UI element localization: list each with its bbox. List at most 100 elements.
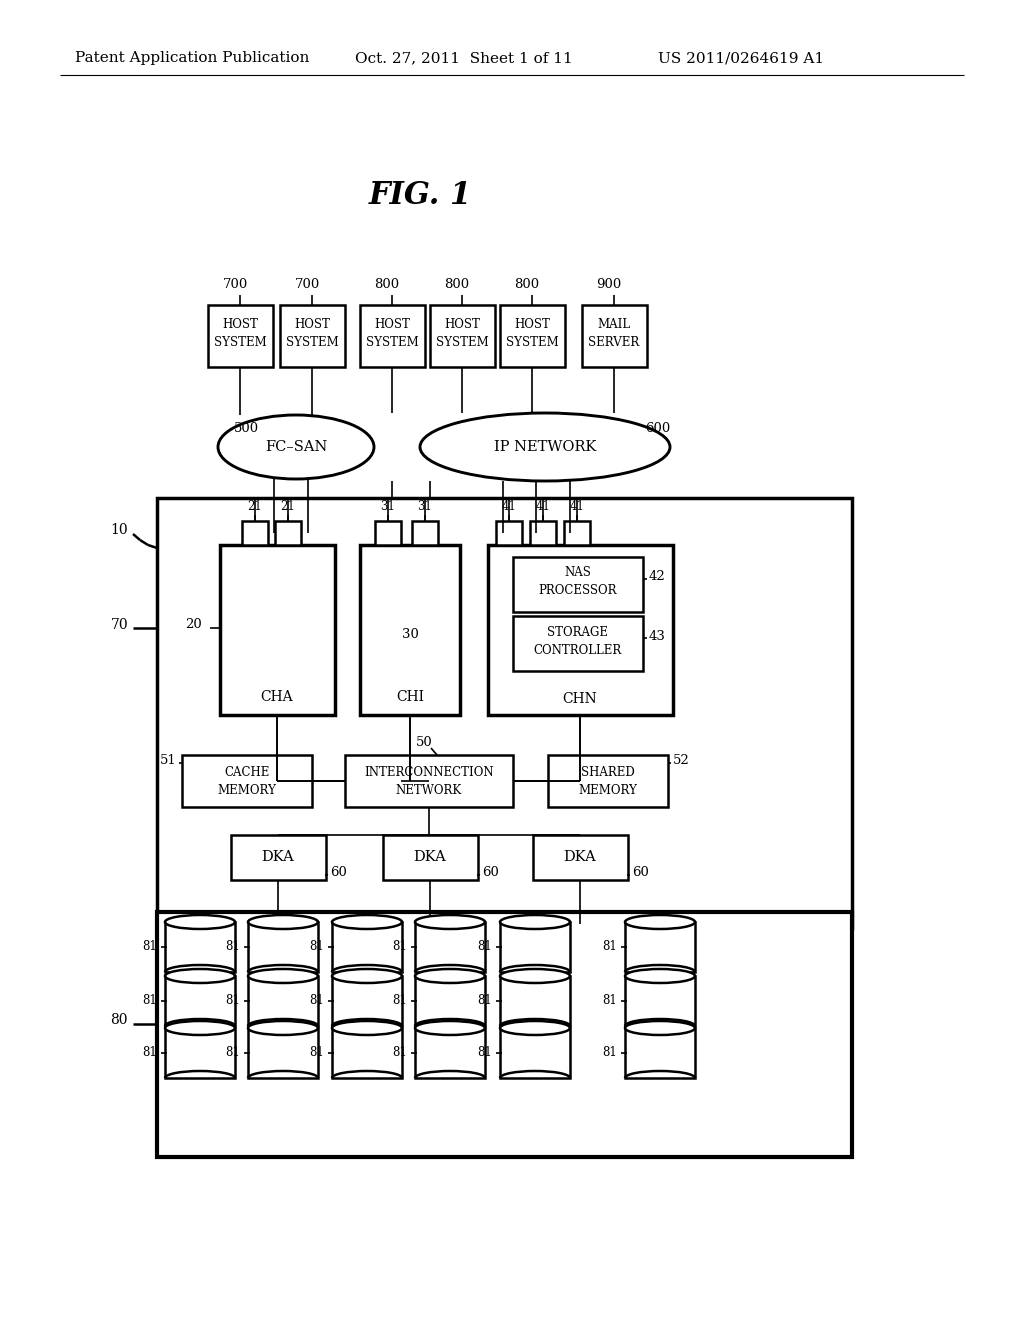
Text: 700: 700 [294, 279, 319, 292]
Text: HOST: HOST [444, 318, 480, 331]
Text: 900: 900 [596, 279, 622, 292]
Bar [248, 921, 318, 972]
Text: 81: 81 [392, 1047, 407, 1060]
Bar [165, 1028, 234, 1078]
Text: 81: 81 [309, 1047, 324, 1060]
Text: 31: 31 [381, 500, 395, 513]
Bar [415, 921, 485, 972]
Bar [500, 1028, 570, 1078]
Text: 30: 30 [401, 628, 419, 642]
Text: INTERCONNECTION: INTERCONNECTION [365, 766, 494, 779]
Bar [500, 975, 570, 1026]
Text: 41: 41 [502, 500, 516, 513]
Bar [165, 921, 234, 972]
Ellipse shape [500, 915, 570, 929]
Text: FIG. 1: FIG. 1 [369, 180, 472, 210]
Text: Oct. 27, 2011  Sheet 1 of 11: Oct. 27, 2011 Sheet 1 of 11 [355, 51, 572, 65]
Ellipse shape [625, 1020, 695, 1035]
Bar [500, 305, 565, 367]
Text: 20: 20 [185, 619, 202, 631]
Text: CONTROLLER: CONTROLLER [534, 644, 623, 656]
Bar [248, 1028, 318, 1078]
Text: SHARED: SHARED [582, 766, 635, 779]
Text: 41: 41 [536, 500, 551, 513]
Text: 81: 81 [477, 1047, 492, 1060]
Text: SYSTEM: SYSTEM [366, 337, 419, 350]
Ellipse shape [625, 969, 695, 983]
Bar [208, 305, 273, 367]
Text: 81: 81 [602, 940, 617, 953]
Ellipse shape [500, 1020, 570, 1035]
Text: 80: 80 [111, 1012, 128, 1027]
Text: CACHE: CACHE [224, 766, 269, 779]
Bar [220, 545, 335, 715]
Bar [625, 975, 695, 1026]
Text: 70: 70 [111, 618, 128, 632]
Bar [534, 836, 628, 880]
Text: 81: 81 [477, 940, 492, 953]
Bar [513, 616, 643, 671]
Text: DKA: DKA [414, 850, 446, 865]
Bar [375, 521, 401, 545]
Text: 21: 21 [281, 500, 295, 513]
Text: HOST: HOST [294, 318, 330, 331]
Text: 81: 81 [142, 1047, 157, 1060]
Bar [412, 521, 438, 545]
Text: 60: 60 [482, 866, 499, 879]
Text: 81: 81 [225, 994, 240, 1007]
Ellipse shape [420, 413, 670, 480]
Ellipse shape [332, 1020, 402, 1035]
Ellipse shape [415, 915, 485, 929]
Bar [582, 305, 647, 367]
Text: SYSTEM: SYSTEM [214, 337, 266, 350]
Text: HOST: HOST [514, 318, 550, 331]
Text: HOST: HOST [222, 318, 258, 331]
Bar [625, 1028, 695, 1078]
Text: 81: 81 [602, 994, 617, 1007]
Text: 800: 800 [514, 279, 540, 292]
Text: 700: 700 [222, 279, 248, 292]
Text: 81: 81 [225, 940, 240, 953]
Text: 81: 81 [142, 940, 157, 953]
Bar [496, 521, 522, 545]
Bar [157, 912, 852, 1158]
Text: 81: 81 [142, 994, 157, 1007]
Bar [415, 975, 485, 1026]
Text: 10: 10 [111, 523, 128, 537]
Text: FC–SAN: FC–SAN [265, 440, 328, 454]
Bar [360, 305, 425, 367]
Bar [500, 921, 570, 972]
Text: MEMORY: MEMORY [217, 784, 276, 796]
Ellipse shape [248, 1020, 318, 1035]
Bar [332, 975, 402, 1026]
Bar [248, 975, 318, 1026]
Text: IP NETWORK: IP NETWORK [494, 440, 596, 454]
Text: STORAGE: STORAGE [548, 626, 608, 639]
Bar [280, 305, 345, 367]
Text: 800: 800 [444, 279, 470, 292]
Text: 81: 81 [602, 1047, 617, 1060]
Text: 50: 50 [416, 735, 432, 748]
Text: NETWORK: NETWORK [396, 784, 462, 796]
Bar [548, 755, 668, 807]
Bar [157, 498, 852, 928]
Ellipse shape [248, 969, 318, 983]
Text: 81: 81 [225, 1047, 240, 1060]
Bar [345, 755, 513, 807]
Ellipse shape [625, 915, 695, 929]
Text: PROCESSOR: PROCESSOR [539, 585, 617, 598]
Text: Patent Application Publication: Patent Application Publication [75, 51, 309, 65]
Bar [242, 521, 268, 545]
Text: 500: 500 [234, 421, 259, 434]
Ellipse shape [248, 915, 318, 929]
Text: MEMORY: MEMORY [579, 784, 637, 796]
Text: 60: 60 [330, 866, 347, 879]
Text: 600: 600 [645, 421, 671, 434]
Bar [360, 545, 460, 715]
Text: MAIL: MAIL [597, 318, 631, 331]
Text: 42: 42 [649, 570, 666, 583]
Bar [430, 305, 495, 367]
Ellipse shape [500, 969, 570, 983]
Text: CHA: CHA [261, 690, 293, 704]
Text: NAS: NAS [564, 566, 592, 579]
